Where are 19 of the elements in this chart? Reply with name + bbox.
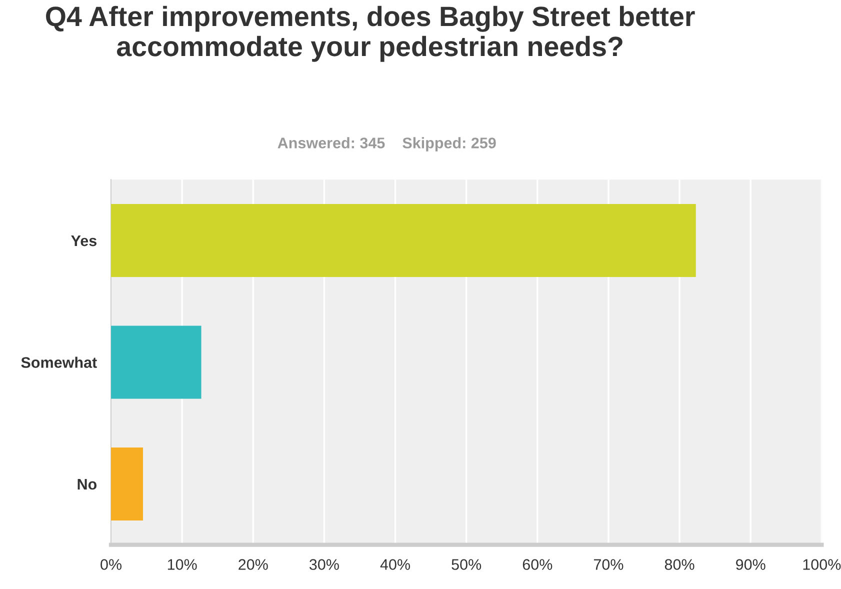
y-tick-label: No (78, 478, 97, 490)
x-tick-label: 30% (310, 559, 339, 570)
bar (111, 447, 143, 520)
bar (111, 204, 696, 278)
x-tick-label: 80% (664, 559, 694, 570)
x-tick-label: 100% (803, 559, 841, 570)
x-tick-label: 50% (452, 559, 482, 570)
x-tick-label: 20% (238, 559, 268, 570)
chart-subtitle: Answered: 345 Skipped: 259 (278, 137, 496, 152)
x-tick-label: 60% (522, 559, 552, 570)
chart-title: Q4 After improvements, does Bagby Street better accommodate your pedestrian needs? (46, 6, 695, 62)
x-tick-label: 40% (380, 559, 410, 570)
x-tick-label: 0% (100, 559, 122, 570)
y-tick-label: Somewhat (21, 356, 97, 368)
y-tick-label: Yes (71, 236, 96, 246)
x-tick-label: 10% (168, 559, 197, 570)
bar (111, 326, 202, 399)
x-tick-label: 70% (594, 559, 624, 570)
x-tick-label: 90% (736, 559, 766, 570)
